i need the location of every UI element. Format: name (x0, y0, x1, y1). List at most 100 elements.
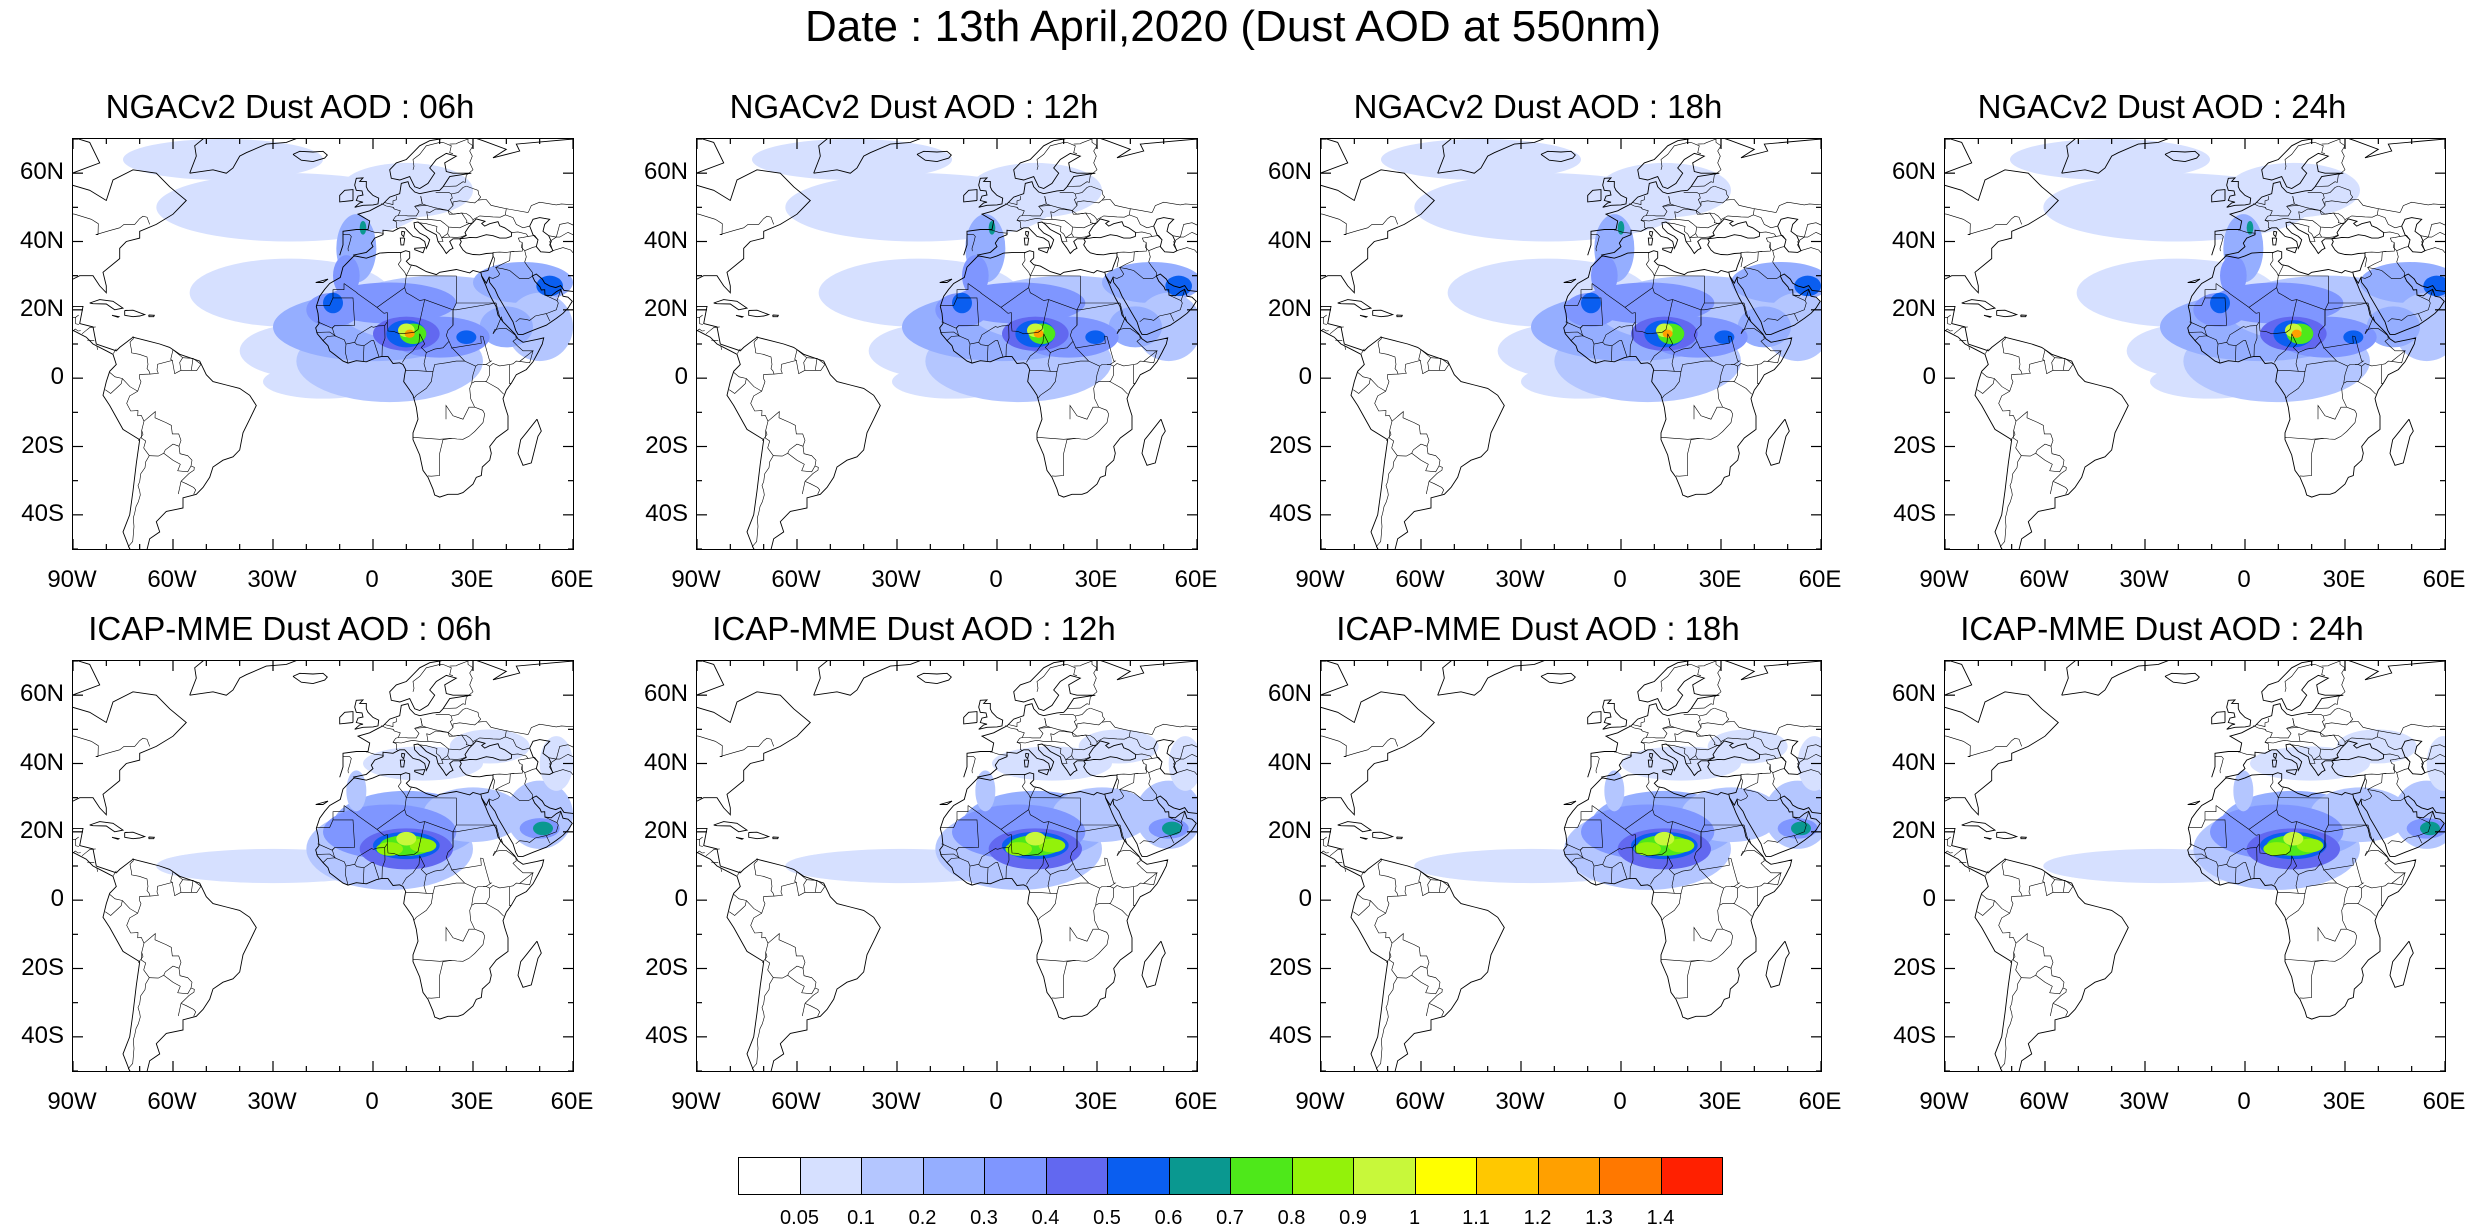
country-border (549, 753, 573, 773)
coastline (1337, 821, 1373, 833)
colorbar-swatch (1599, 1157, 1662, 1195)
country-border (2361, 872, 2406, 889)
country-border (1674, 360, 1713, 372)
country-border (2364, 773, 2387, 775)
country-border (363, 345, 365, 362)
country-border (492, 251, 515, 253)
lon-tick-label: 90W (1919, 1088, 1969, 1115)
country-border (1170, 835, 1175, 844)
country-border (1797, 231, 1821, 251)
country-border (1361, 348, 1365, 354)
country-border (2274, 855, 2292, 885)
coastline (401, 752, 406, 760)
country-border (1321, 314, 1327, 318)
country-border (1981, 858, 2023, 914)
country-border (1591, 805, 1636, 869)
country-border (1344, 867, 1346, 872)
country-border (1439, 880, 1450, 893)
country-border (1737, 350, 1782, 367)
coastline (1945, 851, 2013, 1071)
aod-shading (1135, 780, 1197, 849)
coastline (939, 800, 953, 805)
country-border (751, 952, 774, 1071)
coastline (1105, 795, 1197, 857)
country-border (73, 314, 79, 318)
lon-tick-label: 0 (989, 1088, 1003, 1115)
coastline (459, 740, 513, 762)
coastline (1321, 139, 1505, 549)
country-border (1772, 246, 1785, 251)
country-border (2216, 865, 2221, 886)
map-svg (697, 139, 1197, 549)
country-border (1632, 718, 1645, 727)
coastline (978, 699, 1004, 730)
aod-shading (1038, 838, 1066, 853)
country-borders (697, 139, 1197, 549)
country-border (2392, 242, 2405, 277)
coastline (1945, 661, 2129, 1071)
country-border (2333, 734, 2344, 746)
country-border (1075, 707, 1091, 717)
country-border (1005, 725, 1025, 751)
country-border (1614, 751, 1632, 756)
country-border (181, 357, 194, 371)
aod-shading (785, 852, 919, 880)
coastline (2211, 139, 2445, 256)
country-border (1731, 886, 1752, 917)
country-border (2364, 777, 2368, 790)
lat-tick-label: 40N (643, 748, 688, 776)
coastline (1563, 278, 1577, 283)
panel-title: ICAP-MME Dust AOD : 06h (88, 610, 492, 647)
country-border (1947, 839, 1952, 847)
lon-tick-label: 60E (2422, 1088, 2466, 1115)
country-border (418, 222, 448, 239)
coastline (735, 836, 745, 840)
country-border (343, 756, 352, 774)
aod-shading (1162, 821, 1182, 836)
coastline (2187, 743, 2417, 1020)
country-border (1740, 838, 1752, 856)
country-border (1695, 749, 1715, 760)
country-border (773, 349, 798, 375)
country-border (2238, 229, 2256, 234)
country-border (737, 870, 741, 876)
map-svg (1321, 139, 1821, 549)
aod-shading (479, 306, 533, 348)
country-border (2284, 142, 2326, 170)
country-border (452, 707, 482, 726)
country-border (1062, 759, 1068, 764)
coastline (2164, 672, 2200, 685)
country-border (2314, 175, 2339, 187)
country-border (381, 325, 386, 357)
country-border (1397, 349, 1422, 375)
country-border (2314, 697, 2339, 709)
country-border (2383, 231, 2401, 243)
country-border (1740, 255, 1744, 268)
country-border (1428, 481, 1445, 495)
country-border (109, 336, 151, 392)
country-border (1709, 734, 1720, 746)
country-border (815, 880, 826, 893)
coastline (2187, 221, 2417, 498)
country-border (990, 751, 1008, 756)
ngacv2-panel: NGACv2 Dust AOD : 24h 60N 40N 20N 0 20S 40S 90W… (1872, 88, 2465, 648)
country-border (1095, 381, 1110, 384)
lat-tick-label: 60N (1891, 680, 1936, 708)
country-border (1044, 718, 1051, 728)
coastline (2061, 139, 2169, 174)
country-border (344, 343, 349, 364)
country-border (163, 968, 193, 995)
lon-tick-label: 60E (1174, 1088, 1218, 1115)
lon-tick-label: 60W (147, 566, 197, 593)
country-border (2424, 769, 2445, 776)
country-border (1151, 757, 1163, 762)
country-border (705, 848, 720, 857)
country-border (1753, 736, 1778, 751)
country-border (1029, 352, 1051, 372)
coastline (517, 940, 542, 988)
colorbar-label: 0.9 (1339, 1207, 1367, 1229)
country-border (1635, 821, 1673, 857)
country-border (1660, 664, 1702, 692)
lon-tick-label: 30E (2322, 1088, 2366, 1115)
lat-tick-label: 20S (1269, 431, 1312, 459)
